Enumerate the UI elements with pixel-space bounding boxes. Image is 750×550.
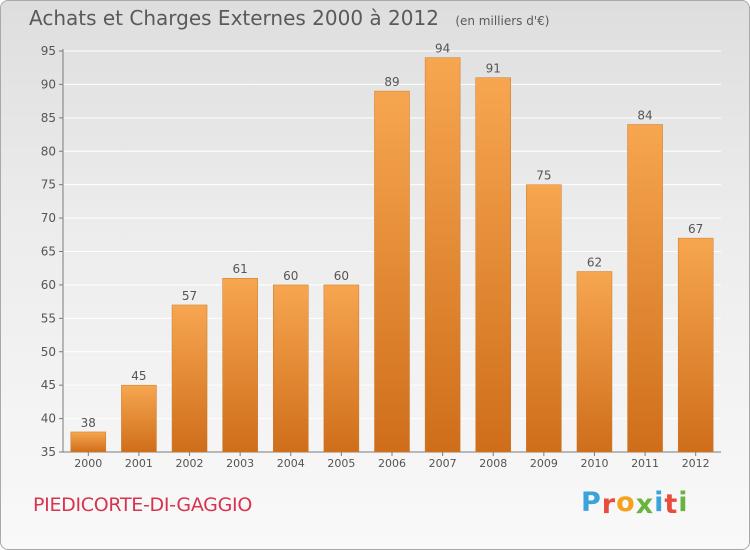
data-label: 38 [81,416,96,430]
x-tick-label: 2009 [530,457,558,470]
bars [70,57,714,453]
x-tick-labels: 2000 2001 2002 2003 2004 2005 2006 2007 2008 2009… [74,457,709,470]
y-tick-label: 80 [41,144,56,158]
data-label: 94 [435,42,450,56]
bar [70,431,107,453]
data-label: 89 [384,75,399,89]
y-tick-label: 45 [41,378,56,392]
bar [273,284,309,453]
data-label: 45 [131,369,146,383]
data-label: 67 [688,222,703,236]
x-tick-label: 2007 [429,457,457,470]
logo-letter: x [635,489,655,520]
commune-name: PIEDICORTE-DI-GAGGIO [33,494,252,516]
data-label: 57 [182,289,197,303]
chart-title: Achats et Charges Externes 2000 à 2012 (… [29,6,549,30]
bar [171,304,208,453]
bar [526,184,562,453]
bar [677,237,714,453]
logo-letter: r [601,489,617,520]
logo-letter: t [664,489,679,520]
bar [424,57,461,453]
x-tick-label: 2003 [226,457,254,470]
y-tick-label: 55 [41,311,56,325]
x-tick-label: 2012 [682,457,710,470]
y-tick-label: 75 [41,178,56,192]
proxiti-logo: Proxiti [581,487,689,520]
x-tick-label: 2010 [580,457,608,470]
data-labels: 38 45 57 61 60 60 89 94 91 75 62 84 67 [81,42,704,430]
x-tick-label: 2004 [277,457,305,470]
y-tick-labels: 35 40 45 50 55 60 65 70 75 80 85 90 95 [41,44,56,459]
logo-letter: i [654,487,665,518]
data-label: 60 [283,269,298,283]
data-label: 61 [233,262,248,276]
y-tick-label: 95 [41,44,56,58]
bar [222,277,258,453]
data-label: 62 [587,256,602,270]
x-tick-label: 2011 [631,457,659,470]
logo-letter: i [678,487,689,518]
bar [374,90,410,453]
logo-letter: P [581,487,602,518]
x-tick-label: 2006 [378,457,406,470]
data-label: 75 [536,169,551,183]
title-text: Achats et Charges Externes 2000 à 2012 [29,6,439,30]
bar [627,124,663,453]
bar [475,77,511,453]
y-tick-label: 70 [41,211,56,225]
y-tick-label: 50 [41,345,56,359]
data-label: 91 [486,62,501,76]
x-tick-label: 2000 [74,457,102,470]
x-tick-label: 2001 [125,457,153,470]
x-tick-label: 2002 [176,457,204,470]
bar [576,271,613,453]
bar [323,284,360,453]
y-tick-label: 60 [41,278,56,292]
x-tick-label: 2005 [327,457,355,470]
y-tick-label: 40 [41,412,56,426]
title-unit: (en milliers d'€) [455,14,550,28]
data-label: 60 [334,269,349,283]
y-tick-label: 85 [41,111,56,125]
logo-letter: o [616,487,636,518]
data-label: 84 [637,109,652,123]
y-tick-label: 65 [41,245,56,259]
y-tick-label: 90 [41,77,56,91]
x-tick-label: 2008 [479,457,507,470]
y-tick-label: 35 [41,445,56,459]
bar [121,384,157,453]
